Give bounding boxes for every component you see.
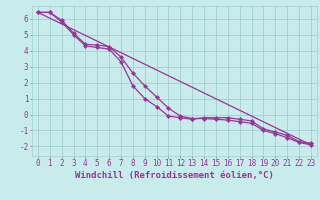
- X-axis label: Windchill (Refroidissement éolien,°C): Windchill (Refroidissement éolien,°C): [75, 171, 274, 180]
